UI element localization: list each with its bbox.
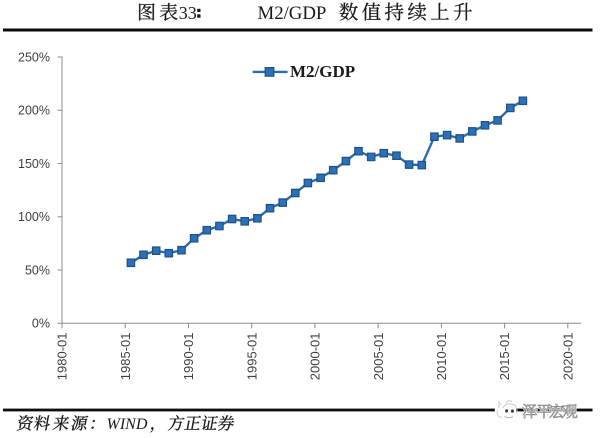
svg-text:33: 33 [179, 3, 197, 23]
svg-text:0%: 0% [32, 317, 50, 331]
svg-text:2010-01: 2010-01 [434, 332, 449, 380]
svg-text:2005-01: 2005-01 [371, 332, 386, 380]
svg-text:2020-01: 2020-01 [560, 332, 575, 380]
svg-text:150%: 150% [18, 157, 50, 171]
svg-text:1980-01: 1980-01 [55, 332, 70, 380]
svg-text:2015-01: 2015-01 [497, 332, 512, 380]
svg-text:M2/GDP: M2/GDP [290, 62, 355, 81]
svg-text:1990-01: 1990-01 [181, 332, 196, 380]
svg-text:50%: 50% [25, 263, 50, 277]
svg-text:M2/GDP: M2/GDP [258, 3, 327, 24]
svg-text:1995-01: 1995-01 [244, 332, 259, 380]
svg-text:2000-01: 2000-01 [308, 332, 323, 380]
svg-text:WIND: WIND [107, 416, 148, 433]
svg-text:250%: 250% [18, 50, 50, 64]
svg-text:200%: 200% [18, 104, 50, 118]
svg-text:1985-01: 1985-01 [118, 332, 133, 380]
svg-text:100%: 100% [18, 210, 50, 224]
